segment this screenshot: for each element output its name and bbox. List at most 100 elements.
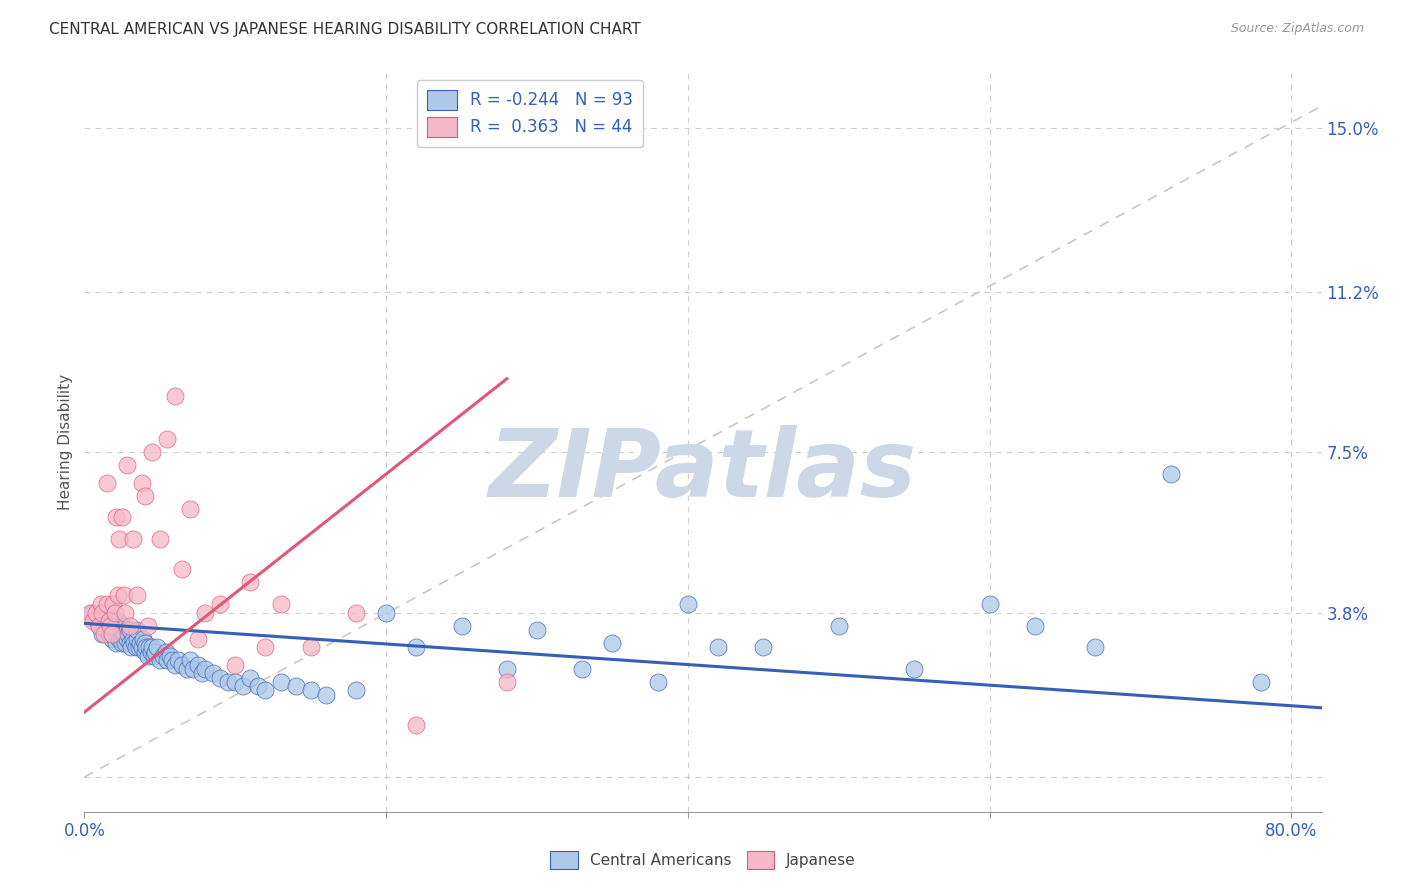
Point [194,662,217,676]
Point [96,475,118,490]
Point [239,575,262,590]
Point [107,588,129,602]
Point [194,606,217,620]
Point [315,688,337,702]
Point [107,614,129,628]
Point [91,606,114,620]
Legend: Central Americans, Japanese: Central Americans, Japanese [544,845,862,875]
Point [107,623,129,637]
Point [186,632,208,646]
Point [602,636,624,650]
Point [96,623,118,637]
Point [344,606,367,620]
Point [93,627,115,641]
Point [86,606,108,620]
Point [224,657,246,672]
Point [1024,618,1046,632]
Point [115,632,138,646]
Point [136,618,159,632]
Point [299,640,322,655]
Point [676,597,699,611]
Point [100,632,122,646]
Legend: R = -0.244   N = 93, R =  0.363   N = 44: R = -0.244 N = 93, R = 0.363 N = 44 [416,79,643,147]
Point [103,614,125,628]
Point [128,640,150,655]
Point [127,588,149,602]
Point [80,606,103,620]
Point [121,632,143,646]
Point [96,597,118,611]
Point [135,640,157,655]
Point [115,623,138,637]
Point [122,636,145,650]
Point [118,636,141,650]
Point [118,623,141,637]
Point [115,458,138,473]
Point [209,671,232,685]
Point [160,653,183,667]
Point [114,606,136,620]
Point [118,618,141,632]
Point [495,662,517,676]
Text: Source: ZipAtlas.com: Source: ZipAtlas.com [1230,22,1364,36]
Point [97,627,120,641]
Point [163,657,186,672]
Point [1250,674,1272,689]
Point [284,679,307,693]
Point [100,627,122,641]
Point [97,614,120,628]
Y-axis label: Hearing Disability: Hearing Disability [58,374,73,509]
Point [405,640,427,655]
Point [571,662,593,676]
Point [82,614,104,628]
Point [979,597,1001,611]
Point [117,627,139,641]
Point [131,640,153,655]
Point [752,640,775,655]
Point [375,606,398,620]
Point [299,683,322,698]
Point [149,653,172,667]
Point [828,618,851,632]
Point [163,389,186,403]
Point [111,618,134,632]
Point [186,657,208,672]
Point [134,636,156,650]
Point [101,597,124,611]
Point [103,627,125,641]
Point [155,644,177,658]
Point [89,618,111,632]
Point [647,674,669,689]
Point [450,618,472,632]
Point [79,606,101,620]
Point [176,662,198,676]
Point [232,679,254,693]
Point [143,644,166,658]
Point [93,614,115,628]
Point [114,636,136,650]
Point [344,683,367,698]
Point [254,683,277,698]
Point [495,674,517,689]
Point [142,648,165,663]
Point [209,597,232,611]
Point [903,662,925,676]
Point [127,632,149,646]
Point [131,475,153,490]
Point [707,640,730,655]
Point [110,623,132,637]
Point [98,618,121,632]
Point [105,636,128,650]
Point [254,640,277,655]
Point [156,433,179,447]
Point [217,674,239,689]
Point [101,623,124,637]
Point [172,562,194,576]
Point [1084,640,1107,655]
Point [121,532,143,546]
Point [152,648,174,663]
Point [136,648,159,663]
Point [134,644,156,658]
Point [138,640,160,655]
Point [105,510,128,524]
